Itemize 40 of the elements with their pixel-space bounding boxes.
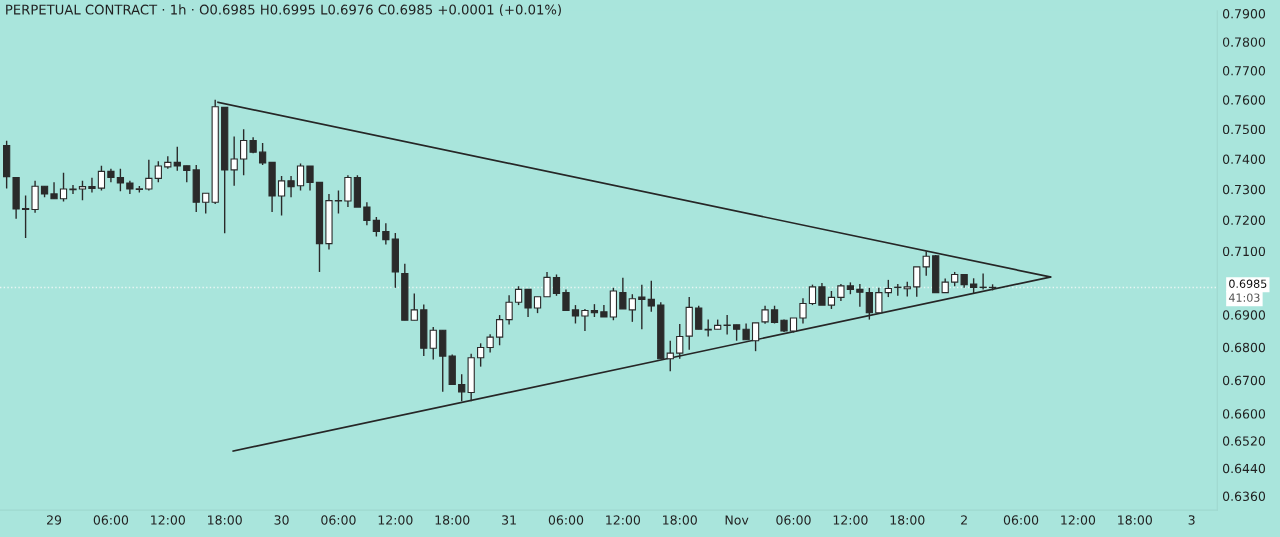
- x-tick-label: 12:00: [1061, 515, 1096, 525]
- y-tick-label: 0.6900: [1222, 310, 1266, 320]
- x-tick-label: 06:00: [548, 515, 584, 525]
- x-tick-label: 12:00: [606, 515, 641, 525]
- x-tick-label: 12:00: [833, 515, 868, 525]
- x-tick-label: 06:00: [1003, 515, 1039, 525]
- y-tick-label: 0.7400: [1222, 154, 1266, 164]
- y-tick-label: 0.7300: [1222, 184, 1266, 195]
- x-tick-label: 18:00: [890, 515, 925, 525]
- y-tick-label: 0.7900: [1222, 9, 1266, 19]
- text: 41:03: [1228, 293, 1260, 302]
- x-tick-label: 30: [274, 515, 289, 525]
- y-tick-label: 0.6520: [1222, 436, 1266, 446]
- y-tick-label: 0.6800: [1222, 342, 1266, 353]
- x-tick-label: Nov: [725, 515, 749, 525]
- x-tick-label: 3: [1188, 515, 1195, 525]
- x-tick-label: 2: [961, 515, 967, 525]
- x-tick-label: 29: [47, 515, 62, 525]
- y-tick-label: 0.7100: [1222, 246, 1266, 257]
- x-tick-label: 06:00: [93, 515, 129, 525]
- y-tick-label: 0.7500: [1222, 124, 1266, 135]
- x-tick-label: 18:00: [435, 515, 470, 525]
- y-tick-label: 0.7200: [1222, 215, 1266, 225]
- y-tick-label: 0.7800: [1222, 37, 1266, 47]
- x-tick-label: 18:00: [1118, 515, 1152, 525]
- x-tick-label: 06:00: [776, 515, 811, 525]
- ref-line-label: 0.6985: [1229, 279, 1267, 288]
- x-tick-label: 18:00: [208, 515, 242, 525]
- y-tick-label: 0.6360: [1222, 491, 1266, 502]
- x-tick-label: 12:00: [151, 515, 185, 525]
- x-tick-label: 31: [502, 515, 516, 525]
- x-tick-label: 18:00: [663, 515, 697, 525]
- chart-title: PERPETUAL CONTRACT · 1h · O0.6985 H0.6995 L0.6976 C0.6985 +0.0001 (+0.01%): [6, 4, 561, 17]
- y-tick-label: 0.6600: [1222, 409, 1266, 419]
- y-tick-label: 0.7600: [1222, 95, 1266, 105]
- x-tick-label: 12:00: [378, 515, 413, 525]
- y-tick-label: 0.6700: [1222, 375, 1266, 386]
- y-tick-label: 0.6440: [1222, 463, 1266, 474]
- y-tick-label: 0.7700: [1222, 66, 1266, 76]
- x-tick-label: 06:00: [321, 515, 356, 525]
